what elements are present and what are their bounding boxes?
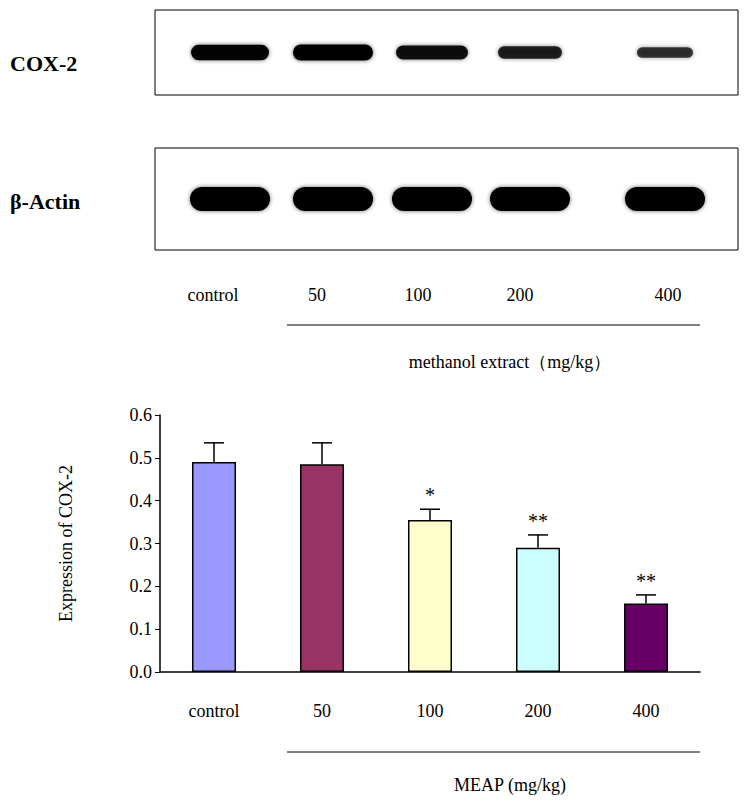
- svg-text:0.0: 0.0: [130, 662, 153, 682]
- svg-text:200: 200: [507, 285, 534, 305]
- svg-text:0.3: 0.3: [130, 534, 153, 554]
- svg-text:MEAP (mg/kg): MEAP (mg/kg): [454, 775, 566, 796]
- svg-text:control: control: [188, 285, 239, 305]
- svg-text:50: 50: [308, 285, 326, 305]
- svg-text:0.5: 0.5: [130, 448, 153, 468]
- svg-text:200: 200: [525, 701, 552, 721]
- svg-text:**: **: [528, 510, 548, 532]
- svg-text:0.4: 0.4: [130, 491, 153, 511]
- svg-text:0.6: 0.6: [130, 405, 153, 425]
- svg-text:400: 400: [633, 701, 660, 721]
- svg-text:control: control: [189, 701, 240, 721]
- svg-text:0.1: 0.1: [130, 619, 153, 639]
- svg-text:Expression of COX-2: Expression of COX-2: [56, 465, 76, 622]
- svg-text:0.2: 0.2: [130, 576, 153, 596]
- svg-text:**: **: [636, 570, 656, 592]
- svg-text:50: 50: [313, 701, 331, 721]
- svg-text:100: 100: [405, 285, 432, 305]
- svg-text:400: 400: [655, 285, 682, 305]
- svg-text:*: *: [425, 484, 435, 506]
- svg-text:COX-2: COX-2: [10, 51, 77, 76]
- svg-text:100: 100: [417, 701, 444, 721]
- svg-text:β-Actin: β-Actin: [10, 189, 80, 214]
- svg-text:methanol extract（mg/kg）: methanol extract（mg/kg）: [409, 352, 611, 372]
